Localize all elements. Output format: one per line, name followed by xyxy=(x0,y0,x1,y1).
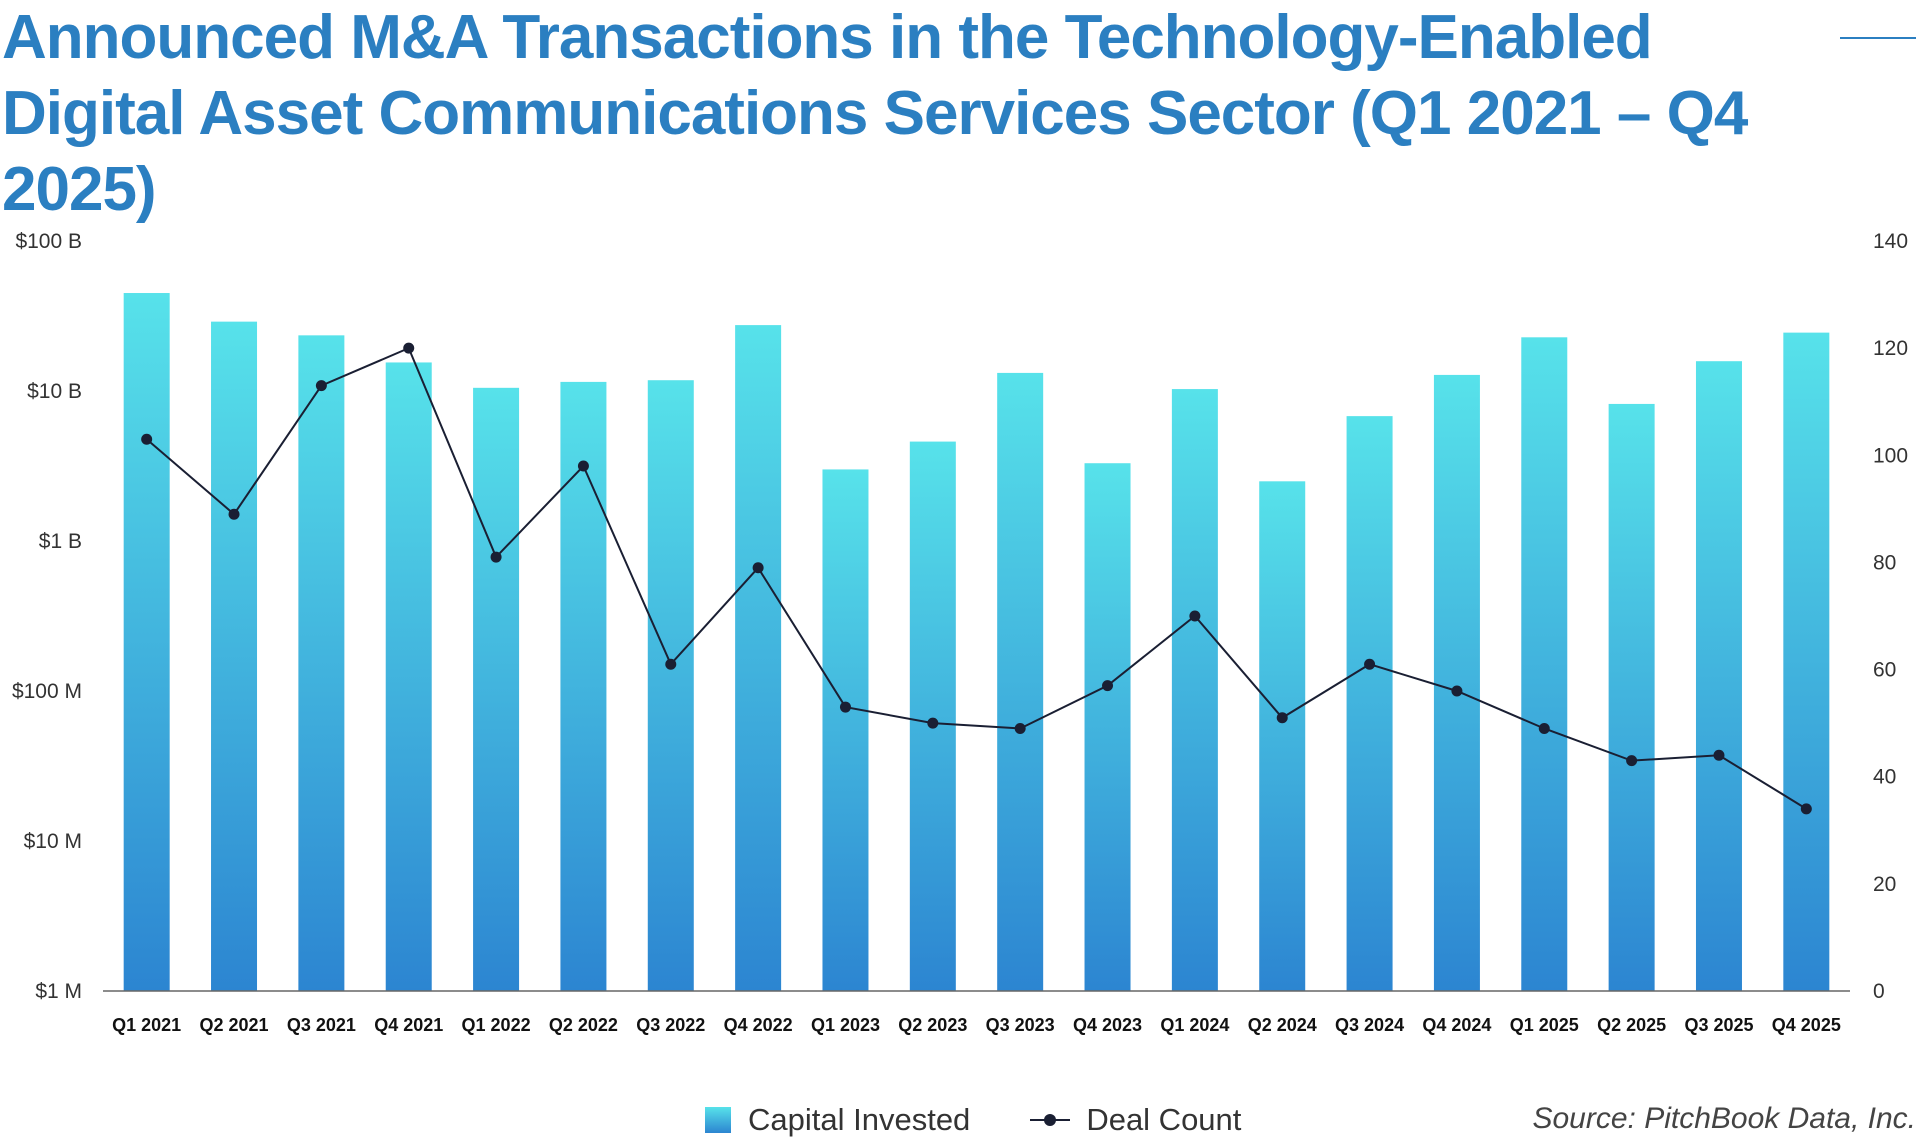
deal-count-points xyxy=(141,342,1812,815)
bar xyxy=(385,362,432,991)
bar xyxy=(1171,389,1218,991)
bar xyxy=(647,380,694,991)
right-tick-label: 100 xyxy=(1873,444,1908,467)
left-axis-ticks: $1 M $10 M $100 M $1 B $10 B $100 B xyxy=(12,230,82,1003)
category-label: Q3 2021 xyxy=(287,1015,356,1035)
legend-item-capital: Capital Invested xyxy=(705,1102,970,1138)
bar xyxy=(1084,463,1131,991)
category-label: Q2 2025 xyxy=(1597,1015,1666,1035)
deal-count-point xyxy=(141,433,153,445)
deal-count-point xyxy=(1800,803,1812,815)
right-tick-label: 120 xyxy=(1873,337,1908,360)
capital-swatch-icon xyxy=(705,1107,731,1133)
legend-capital-label: Capital Invested xyxy=(748,1102,971,1137)
bar xyxy=(997,372,1044,991)
bar xyxy=(298,335,345,991)
category-label: Q1 2025 xyxy=(1510,1015,1579,1035)
bars-group xyxy=(123,293,1830,992)
right-axis-ticks: 0 20 40 60 80 100 120 140 xyxy=(1873,230,1908,1003)
deal-count-point xyxy=(839,701,851,713)
source-note: Source: PitchBook Data, Inc. xyxy=(1532,1102,1916,1135)
right-tick-label: 20 xyxy=(1873,873,1896,896)
right-tick-label: 0 xyxy=(1873,980,1885,1003)
left-tick-label: $100 B xyxy=(15,230,82,253)
deal-count-point xyxy=(1014,723,1026,734)
bar xyxy=(473,387,520,991)
deal-count-point xyxy=(1364,658,1376,670)
category-label: Q4 2022 xyxy=(724,1015,793,1035)
category-label: Q4 2023 xyxy=(1073,1015,1142,1035)
bar xyxy=(1695,361,1742,992)
deal-count-point xyxy=(315,380,327,392)
legend-item-deals: Deal Count xyxy=(1030,1102,1241,1138)
chart-title: Announced M&A Transactions in the Techno… xyxy=(2,3,1748,224)
deal-count-point xyxy=(577,460,589,472)
left-tick-label: $10 M xyxy=(24,830,82,853)
deal-count-point xyxy=(1626,755,1638,767)
deal-count-point xyxy=(403,342,415,354)
right-tick-label: 40 xyxy=(1873,766,1896,789)
category-label: Q3 2024 xyxy=(1335,1015,1404,1035)
bar xyxy=(822,469,869,991)
deal-count-point xyxy=(1538,723,1550,734)
bar xyxy=(735,325,782,991)
deal-count-point xyxy=(228,508,240,520)
title-rule xyxy=(1840,37,1916,39)
legend-deals-label: Deal Count xyxy=(1086,1102,1242,1137)
legend: Capital Invested Deal Count xyxy=(705,1102,1301,1138)
bar xyxy=(1346,416,1393,991)
bar xyxy=(1521,337,1568,991)
right-tick-label: 140 xyxy=(1873,230,1908,253)
bar xyxy=(1783,332,1830,991)
category-label: Q3 2022 xyxy=(636,1015,705,1035)
left-tick-label: $10 B xyxy=(27,380,82,403)
category-labels: Q1 2021 Q2 2021 Q3 2021 Q4 2021 Q1 2022 Q2 20… xyxy=(112,1015,1841,1035)
left-tick-label: $1 B xyxy=(39,530,82,553)
deal-count-line xyxy=(146,346,1807,810)
right-tick-label: 60 xyxy=(1873,659,1896,682)
deal-count-point xyxy=(1189,610,1201,622)
bar xyxy=(909,441,956,992)
category-label: Q1 2021 xyxy=(112,1015,181,1035)
deal-line-swatch-icon xyxy=(1030,1114,1071,1126)
category-label: Q2 2023 xyxy=(898,1015,967,1035)
deal-count-point xyxy=(1713,749,1725,761)
deal-count-point xyxy=(1451,685,1463,697)
deal-count-point xyxy=(752,562,764,574)
deal-count-point xyxy=(1102,680,1114,692)
deal-count-point xyxy=(665,658,677,670)
left-tick-label: $100 M xyxy=(12,680,82,703)
category-label: Q1 2024 xyxy=(1160,1015,1229,1035)
bar xyxy=(1608,403,1655,991)
bar xyxy=(1433,374,1480,991)
category-label: Q2 2024 xyxy=(1248,1015,1317,1035)
left-tick-label: $1 M xyxy=(35,980,82,1003)
bar xyxy=(123,293,170,991)
right-tick-label: 80 xyxy=(1873,551,1896,574)
category-label: Q4 2024 xyxy=(1422,1015,1491,1035)
deal-count-point xyxy=(927,717,939,729)
bar xyxy=(211,321,258,992)
category-label: Q4 2021 xyxy=(374,1015,443,1035)
deal-count-point xyxy=(1276,712,1288,724)
category-label: Q2 2022 xyxy=(549,1015,618,1035)
category-label: Q3 2023 xyxy=(986,1015,1055,1035)
bar xyxy=(1259,481,1306,991)
bar xyxy=(560,381,607,991)
category-label: Q3 2025 xyxy=(1684,1015,1753,1035)
deal-count-point xyxy=(490,551,502,563)
category-label: Q4 2025 xyxy=(1772,1015,1841,1035)
category-label: Q2 2021 xyxy=(199,1015,268,1035)
category-label: Q1 2022 xyxy=(462,1015,531,1035)
category-label: Q1 2023 xyxy=(811,1015,880,1035)
